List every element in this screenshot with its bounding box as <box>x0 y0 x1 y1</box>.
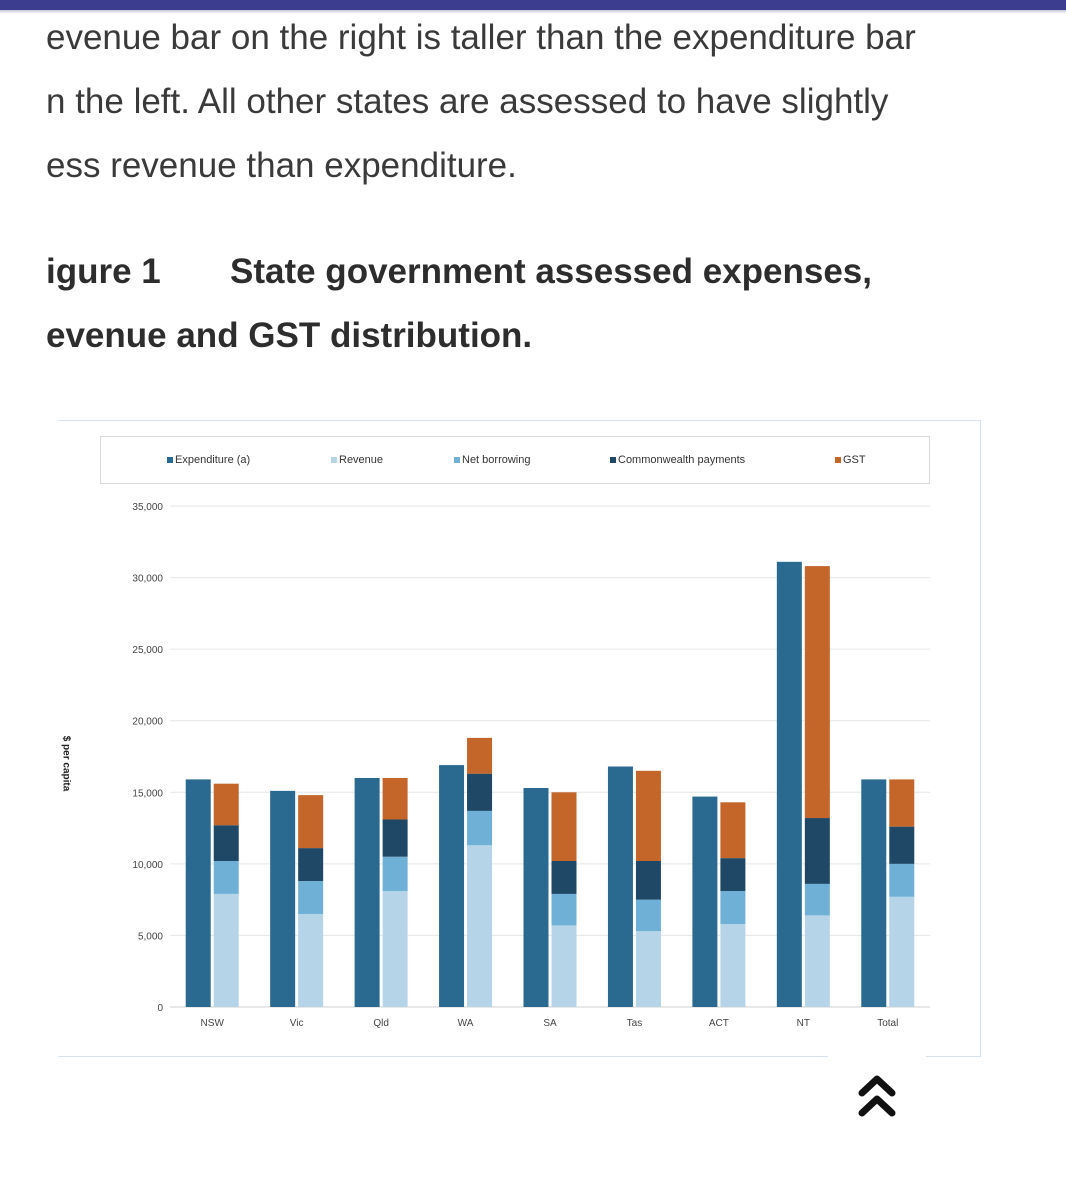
figure-number: igure 1 <box>46 252 161 291</box>
x-tick-label: WA <box>458 1018 474 1029</box>
bar-net-borrowing <box>551 893 577 926</box>
bar-expenditure <box>270 790 296 1007</box>
legend-item: GST <box>835 454 866 466</box>
legend-item: Commonwealth payments <box>610 454 745 466</box>
legend-item: Net borrowing <box>454 454 530 466</box>
bar-expenditure <box>607 766 633 1007</box>
legend-label: Expenditure (a) <box>175 454 251 466</box>
bar-commonwealth-payments <box>889 826 915 864</box>
figure-title-line2: evenue and GST distribution. <box>46 316 533 355</box>
legend-item: Expenditure (a) <box>167 454 250 466</box>
bar-revenue <box>635 931 661 1007</box>
bar-revenue <box>213 893 239 1007</box>
bar-expenditure <box>185 779 211 1007</box>
x-tick-label: Total <box>877 1018 898 1029</box>
paragraph-line: n the left. All other states are assesse… <box>46 82 889 121</box>
bar-revenue <box>298 913 324 1007</box>
bar-net-borrowing <box>635 899 661 932</box>
legend-label: GST <box>843 454 866 466</box>
bar-revenue <box>720 923 746 1007</box>
bar-gst <box>467 737 493 774</box>
bar-commonwealth-payments <box>720 858 746 892</box>
scroll-to-top-button[interactable] <box>828 1055 926 1135</box>
bar-expenditure <box>439 765 465 1007</box>
bar-net-borrowing <box>804 883 830 916</box>
legend-label: Net borrowing <box>462 454 531 466</box>
y-tick-label: 5,000 <box>138 931 163 942</box>
bar-gst <box>382 777 408 820</box>
bar-commonwealth-payments <box>551 860 577 894</box>
bar-expenditure <box>692 796 718 1007</box>
paragraph-line: ess revenue than expenditure. <box>46 146 517 185</box>
bar-expenditure <box>523 787 549 1007</box>
x-tick-label: SA <box>543 1018 557 1029</box>
bar-net-borrowing <box>298 881 324 914</box>
top-bar <box>0 0 1066 10</box>
double-chevron-up-icon <box>858 1075 896 1117</box>
bar-net-borrowing <box>467 810 493 846</box>
y-tick-label: 20,000 <box>132 717 163 728</box>
y-tick-label: 10,000 <box>132 860 163 871</box>
legend-label: Commonwealth payments <box>618 454 746 466</box>
top-bar-shadow <box>0 10 1066 14</box>
bar-net-borrowing <box>720 891 746 924</box>
bar-commonwealth-payments <box>382 819 408 857</box>
bar-commonwealth-payments <box>467 773 493 811</box>
bar-gst <box>804 566 830 819</box>
bar-gst <box>720 802 746 859</box>
chart-legend: Expenditure (a) Revenue Net borrowing Commo… <box>100 436 930 484</box>
bar-commonwealth-payments <box>298 848 324 882</box>
figure-title: igure 1 State government assessed expense… <box>46 240 1046 368</box>
bar-revenue <box>382 891 408 1007</box>
bar-revenue <box>551 925 577 1007</box>
bar-net-borrowing <box>889 863 915 897</box>
bar-revenue <box>889 896 915 1007</box>
bar-net-borrowing <box>382 856 408 892</box>
x-tick-label: ACT <box>709 1018 729 1029</box>
bar-gst <box>635 770 661 861</box>
bar-commonwealth-payments <box>635 860 661 900</box>
body-paragraph: evenue bar on the right is taller than t… <box>46 6 1046 198</box>
chart-frame <box>58 420 981 1057</box>
bar-net-borrowing <box>213 860 239 894</box>
bar-commonwealth-payments <box>213 825 239 861</box>
legend-swatch <box>610 457 616 464</box>
legend-swatch <box>454 457 460 464</box>
bar-gst <box>551 792 577 861</box>
bar-expenditure <box>776 561 802 1007</box>
legend-swatch <box>331 457 337 464</box>
legend-label: Revenue <box>339 454 384 466</box>
y-tick-label: 15,000 <box>132 788 163 799</box>
legend-swatch <box>835 457 841 464</box>
figure-title-line1: State government assessed expenses, <box>230 252 872 291</box>
bar-gst <box>889 779 915 827</box>
bar-commonwealth-payments <box>804 818 830 884</box>
y-tick-label: 35,000 <box>132 502 163 513</box>
legend-swatch <box>167 457 173 464</box>
bar-gst <box>213 783 239 826</box>
x-tick-label: Tas <box>627 1018 643 1029</box>
bar-revenue <box>467 845 493 1007</box>
bar-revenue <box>804 915 830 1007</box>
y-axis-label: $ per capita <box>60 735 72 792</box>
y-tick-label: 30,000 <box>132 574 163 585</box>
y-tick-label: 25,000 <box>132 645 163 656</box>
bar-expenditure <box>354 777 380 1007</box>
legend-item: Revenue <box>331 454 383 466</box>
y-tick-label: 0 <box>157 1003 163 1014</box>
x-tick-label: Vic <box>290 1018 304 1029</box>
bar-expenditure <box>861 779 887 1007</box>
x-tick-label: NT <box>797 1018 810 1029</box>
paragraph-line: evenue bar on the right is taller than t… <box>46 18 916 57</box>
x-tick-label: NSW <box>201 1018 225 1029</box>
x-tick-label: Qld <box>373 1018 389 1029</box>
bar-gst <box>298 795 324 849</box>
